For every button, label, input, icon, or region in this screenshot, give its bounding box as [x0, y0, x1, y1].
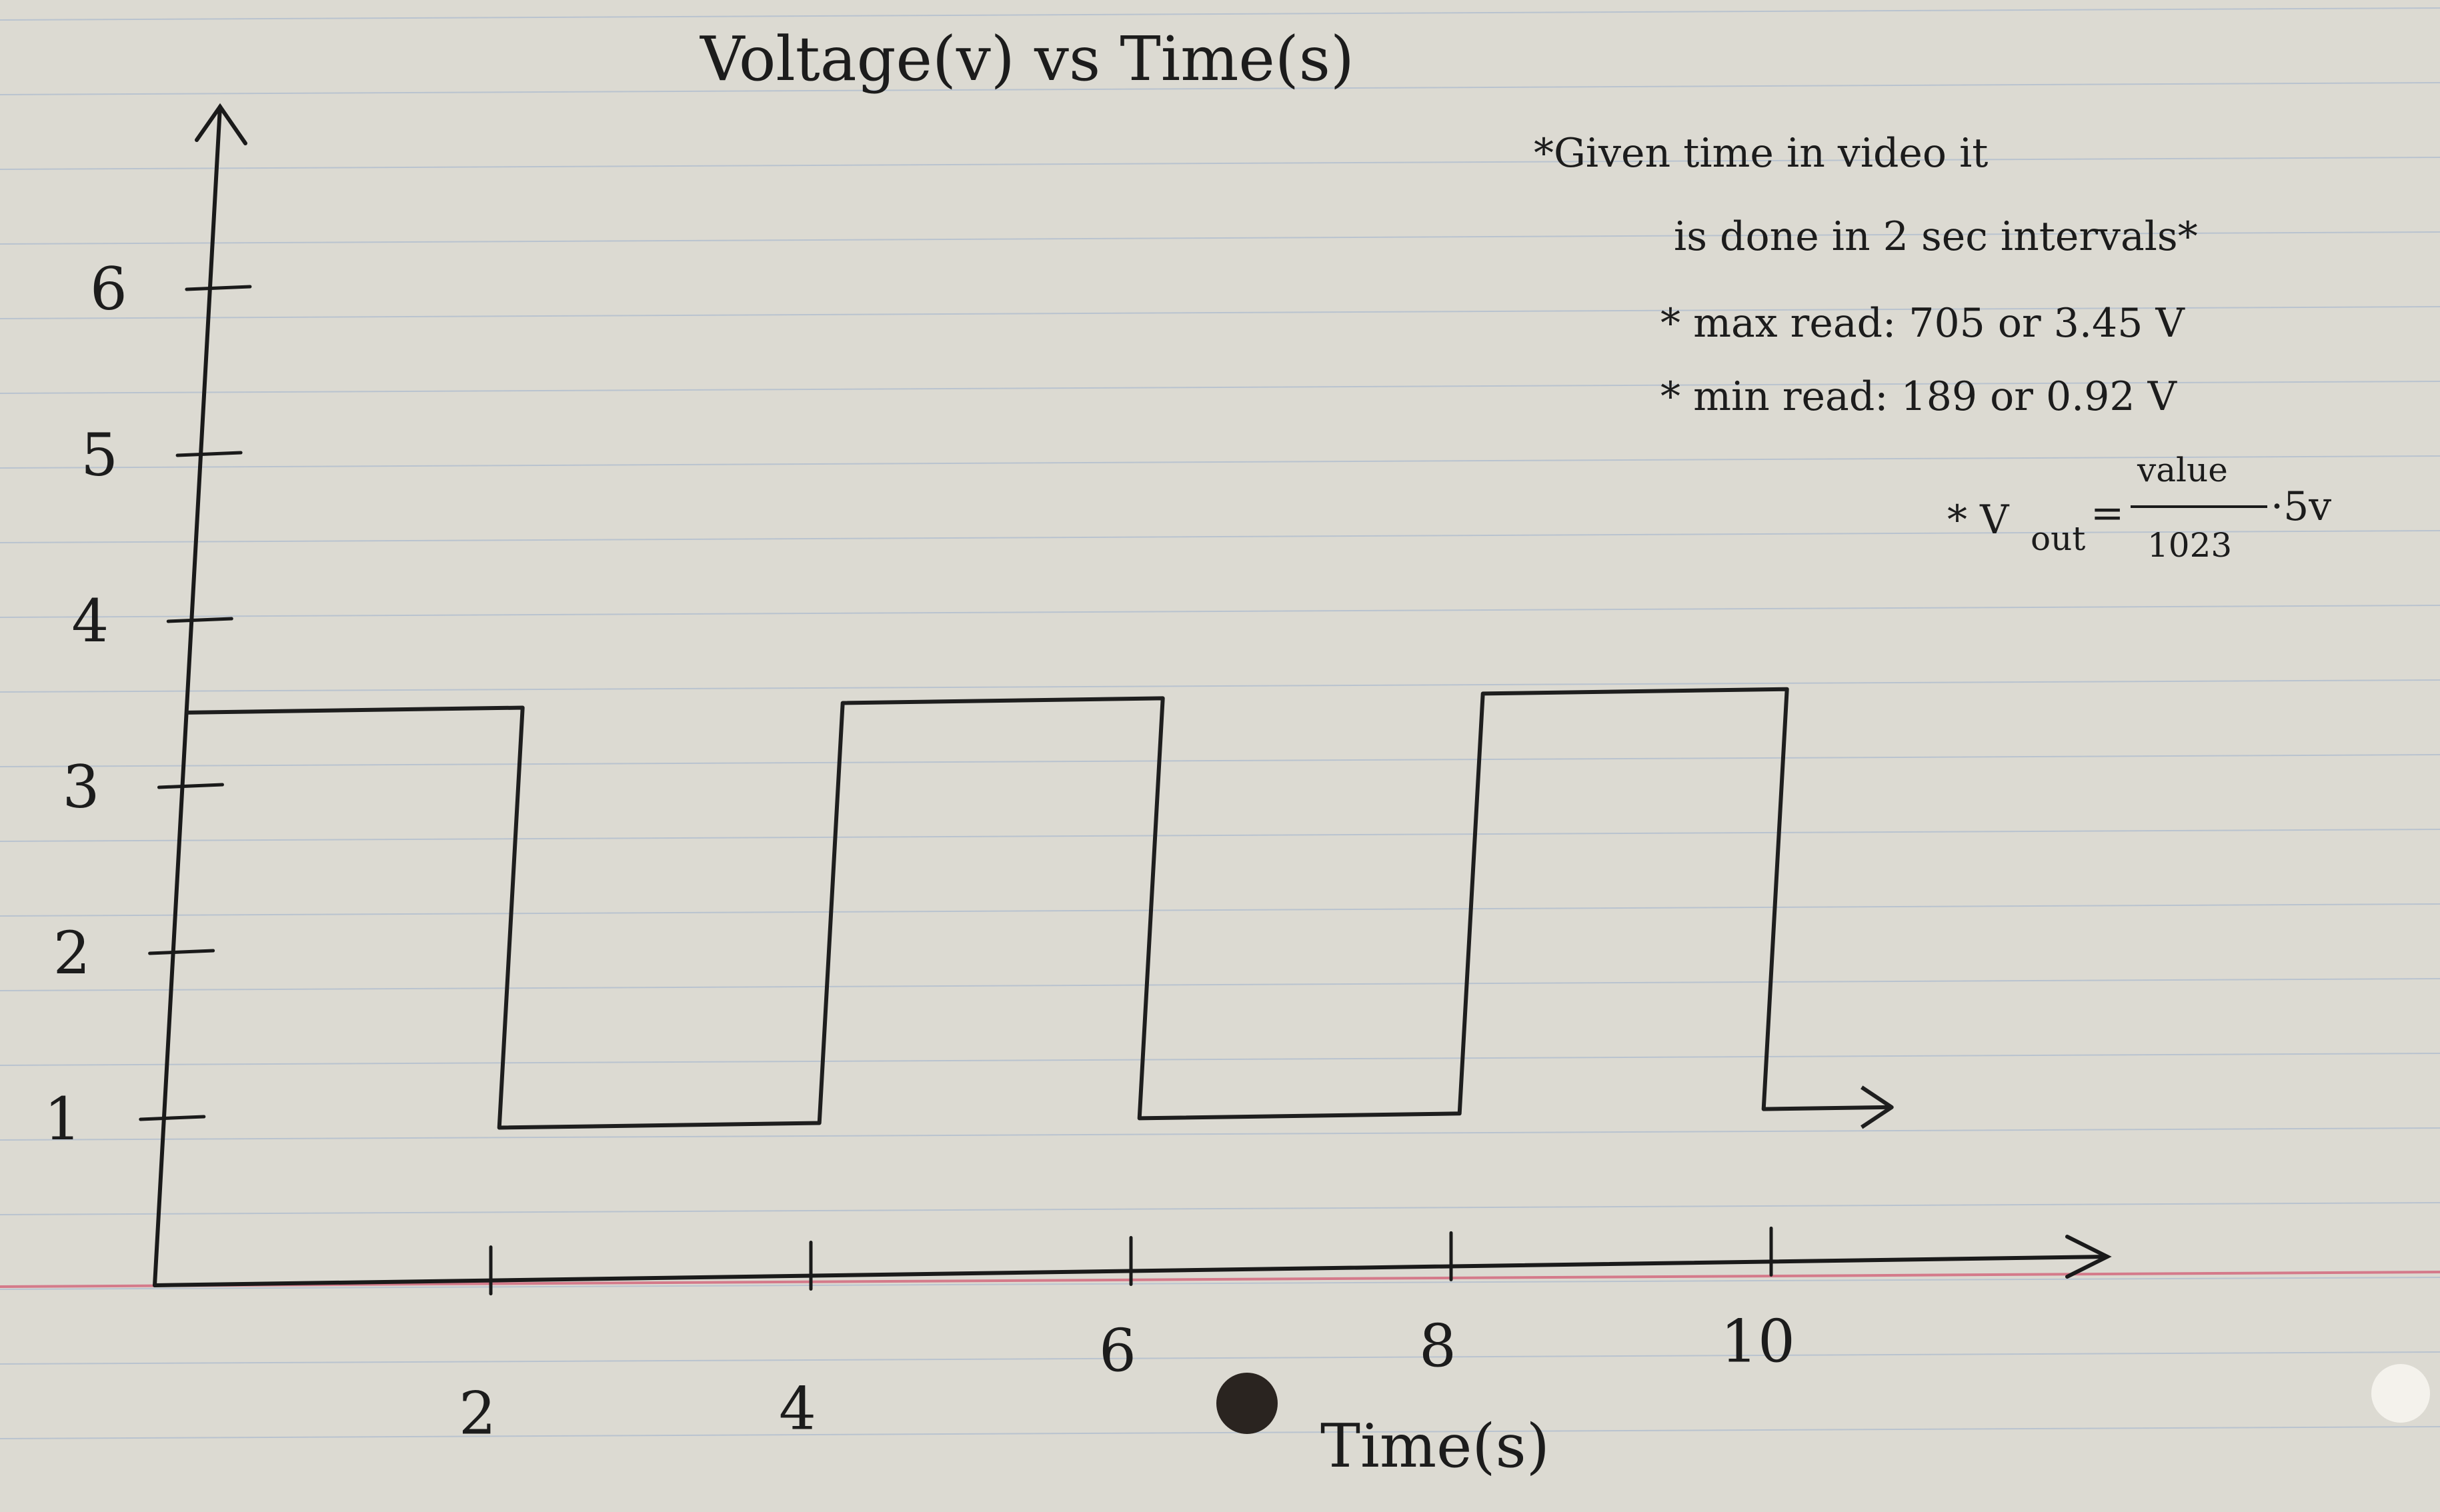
y-tick-label: 5 — [81, 421, 118, 489]
formula-subscript: out — [2031, 519, 2085, 558]
formula-denominator: 1023 — [2147, 526, 2232, 565]
formula-equals: = — [2091, 490, 2124, 537]
y-axis — [153, 105, 222, 1287]
x-tick-label: 2 — [459, 1379, 496, 1448]
note-max-read: * max read: 705 or 3.45 V — [1660, 300, 2185, 347]
ruled-line — [0, 978, 2440, 991]
note-1-line-1: *Given time in video it — [1534, 130, 1988, 177]
x-tick-label: 8 — [1419, 1311, 1456, 1380]
ruled-line — [0, 605, 2440, 618]
chart-title: Voltage(v) vs Time(s) — [700, 23, 1354, 95]
binder-hole — [1216, 1373, 1278, 1434]
ruled-line — [0, 82, 2440, 95]
ruled-line — [0, 903, 2440, 917]
series-arrow — [1861, 1085, 1894, 1129]
ruled-line — [0, 754, 2440, 767]
margin-line — [0, 1271, 2440, 1288]
y-tick-mark — [157, 783, 224, 789]
formula-numerator: value — [2137, 451, 2228, 489]
binder-hole — [2371, 1364, 2430, 1423]
y-ticks: 1 2 3 4 5 6 — [44, 255, 252, 1153]
ruled-line — [0, 1053, 2440, 1066]
x-axis-arrow — [2065, 1235, 2112, 1279]
ruled-line — [0, 530, 2440, 543]
x-ticks: 2 4 6 8 10 — [459, 1226, 1795, 1448]
y-tick-label: 3 — [62, 753, 99, 821]
y-tick-label: 4 — [71, 587, 109, 655]
y-tick-label: 2 — [53, 919, 91, 987]
x-tick-label: 10 — [1720, 1307, 1795, 1375]
ruled-line — [0, 829, 2440, 842]
y-tick-mark — [148, 949, 215, 955]
ruled-line — [0, 1426, 2440, 1439]
ruled-lines — [0, 7, 2440, 1439]
y-tick-mark — [139, 1115, 206, 1121]
ruled-line — [0, 306, 2440, 319]
y-tick-label: 1 — [44, 1085, 81, 1153]
ruled-line — [0, 7, 2440, 21]
y-tick-mark — [166, 617, 233, 623]
x-tick-label: 6 — [1099, 1316, 1136, 1385]
y-tick-mark — [175, 451, 243, 457]
formula: * V out = value 1023 ·5v — [1947, 451, 2331, 565]
x-tick-label: 4 — [779, 1375, 816, 1443]
y-tick-mark — [185, 285, 252, 291]
y-axis-arrow — [195, 103, 247, 145]
ruled-line — [0, 455, 2440, 469]
ruled-line — [0, 157, 2440, 170]
ruled-line — [0, 1351, 2440, 1365]
annotations: *Given time in video it is done in 2 sec… — [1534, 130, 2331, 565]
note-1-line-2: is done in 2 sec intervals* — [1674, 213, 2198, 260]
ruled-line — [0, 679, 2440, 693]
ruled-line — [0, 1277, 2440, 1290]
ruled-line — [0, 381, 2440, 394]
note-min-read: * min read: 189 or 0.92 V — [1660, 373, 2178, 420]
formula-suffix: ·5v — [2271, 483, 2331, 530]
formula-prefix: * V — [1947, 497, 2010, 543]
ruled-line — [0, 1202, 2440, 1215]
ruled-line — [0, 231, 2440, 245]
series-voltage-line — [186, 687, 1892, 1130]
y-tick-label: 6 — [90, 255, 127, 323]
x-axis-label: Time(s) — [1320, 1411, 1550, 1481]
ruled-line — [0, 1127, 2440, 1141]
